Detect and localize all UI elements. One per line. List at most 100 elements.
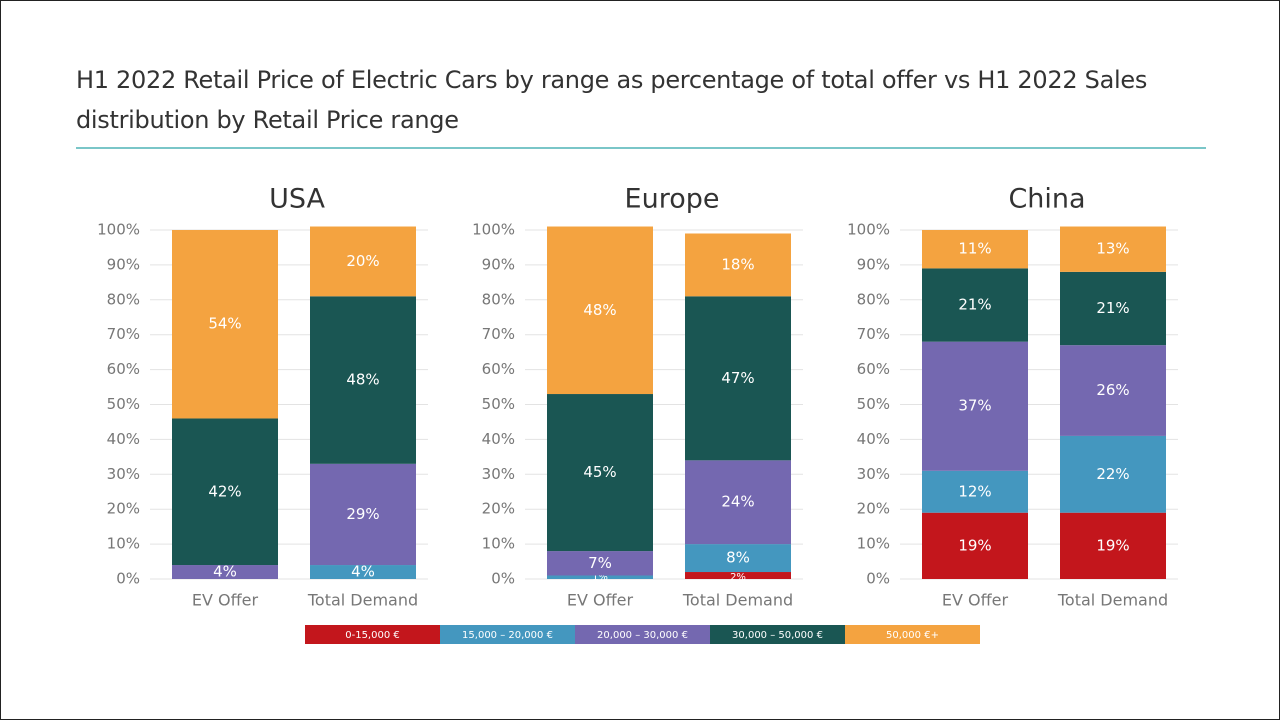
x-tick-label: Total Demand — [307, 591, 418, 610]
y-tick-label: 90% — [107, 255, 140, 273]
y-tick-label: 30% — [482, 465, 515, 483]
y-tick-label: 100% — [472, 221, 515, 239]
bar-segment: 20,000 – 30,000 € — [922, 341, 1028, 471]
legend-label: 20,000 – 30,000 € — [597, 630, 688, 641]
bar-segment: 20,000 – 30,000 € — [1060, 345, 1166, 436]
bar-segment: 50,000 €+ — [1060, 226, 1166, 272]
value-label: 42% — [208, 482, 241, 500]
x-tick-label: EV Offer — [567, 591, 634, 610]
bar-segment: 30,000 – 50,000 € — [310, 296, 416, 464]
chart-title: Europe — [625, 184, 720, 215]
value-label: 37% — [958, 397, 991, 415]
value-label: 2% — [730, 572, 746, 583]
bar-segment: 30,000 – 50,000 € — [172, 418, 278, 566]
legend-label: 50,000 €+ — [886, 630, 939, 641]
value-label: 19% — [958, 536, 991, 554]
y-tick-label: 20% — [482, 500, 515, 518]
value-label: 7% — [588, 554, 612, 572]
y-tick-label: 50% — [482, 395, 515, 413]
y-tick-label: 60% — [482, 360, 515, 378]
legend-swatch — [305, 625, 440, 644]
legend-label: 15,000 – 20,000 € — [462, 630, 553, 641]
bar-segment: 50,000 €+ — [310, 226, 416, 297]
page-title: H1 2022 Retail Price of Electric Cars by… — [76, 66, 1148, 134]
value-label: 8% — [726, 549, 750, 567]
y-tick-label: 0% — [866, 570, 890, 588]
value-label: 21% — [1096, 299, 1129, 317]
legend-label: 0-15,000 € — [345, 630, 400, 641]
legend-swatch — [440, 625, 575, 644]
y-tick-label: 80% — [482, 290, 515, 308]
x-tick-label: Total Demand — [1057, 591, 1168, 610]
chart-title: USA — [269, 184, 325, 215]
y-tick-label: 40% — [857, 430, 890, 448]
value-label: 12% — [958, 482, 991, 500]
y-tick-label: 70% — [107, 325, 140, 343]
y-tick-label: 10% — [857, 535, 890, 553]
y-tick-label: 10% — [107, 535, 140, 553]
y-tick-label: 50% — [857, 395, 890, 413]
y-tick-label: 60% — [857, 360, 890, 378]
bar-segment: 15,000 – 20,000 € — [1060, 435, 1166, 513]
bar-segment: 30,000 – 50,000 € — [685, 296, 791, 461]
value-label: 45% — [583, 463, 616, 481]
bar-segment: 50,000 €+ — [922, 230, 1028, 269]
value-label: 4% — [351, 563, 375, 581]
y-tick-label: 0% — [116, 570, 140, 588]
value-label: 48% — [583, 301, 616, 319]
value-label: 47% — [721, 369, 754, 387]
bar-segment: 15,000 – 20,000 € — [547, 575, 653, 579]
bar-segment: 0-15,000 € — [685, 572, 791, 579]
bar-segment: 15,000 – 20,000 € — [922, 470, 1028, 513]
bar-segment: 50,000 €+ — [685, 233, 791, 297]
value-label: 48% — [346, 371, 379, 389]
bar-segment: 0-15,000 € — [1060, 512, 1166, 579]
value-label: 29% — [346, 505, 379, 523]
bar-segment: 50,000 €+ — [547, 226, 653, 395]
bar-segment: 30,000 – 50,000 € — [547, 394, 653, 552]
value-label: 24% — [721, 493, 754, 511]
bar-segment: 0-15,000 € — [922, 512, 1028, 579]
y-tick-label: 90% — [857, 255, 890, 273]
y-tick-label: 70% — [857, 325, 890, 343]
bar-segment: 15,000 – 20,000 € — [310, 565, 416, 579]
legend-swatch — [710, 625, 845, 644]
value-label: 11% — [958, 240, 991, 258]
value-label: 22% — [1096, 465, 1129, 483]
y-tick-label: 20% — [857, 500, 890, 518]
y-tick-label: 0% — [491, 570, 515, 588]
legend-swatch — [575, 625, 710, 644]
y-tick-label: 80% — [107, 290, 140, 308]
value-label: 26% — [1096, 381, 1129, 399]
legend-label: 30,000 – 50,000 € — [732, 630, 823, 641]
y-tick-label: 40% — [482, 430, 515, 448]
x-tick-label: Total Demand — [682, 591, 793, 610]
value-label: 1% — [592, 572, 608, 583]
y-tick-label: 70% — [482, 325, 515, 343]
y-tick-label: 100% — [847, 221, 890, 239]
bar-segment: 15,000 – 20,000 € — [685, 544, 791, 573]
value-label: 19% — [1096, 536, 1129, 554]
y-tick-label: 60% — [107, 360, 140, 378]
bar-segment: 30,000 – 50,000 € — [1060, 271, 1166, 346]
x-tick-label: EV Offer — [192, 591, 259, 610]
value-label: 20% — [346, 252, 379, 270]
bar-segment: 20,000 – 30,000 € — [310, 463, 416, 566]
legend-swatch — [845, 625, 980, 644]
y-tick-label: 30% — [857, 465, 890, 483]
y-tick-label: 10% — [482, 535, 515, 553]
bar-segment: 20,000 – 30,000 € — [685, 460, 791, 545]
bar-segment: 30,000 – 50,000 € — [922, 268, 1028, 342]
y-tick-label: 100% — [97, 221, 140, 239]
bar-segment: 20,000 – 30,000 € — [547, 551, 653, 576]
y-tick-label: 90% — [482, 255, 515, 273]
value-label: 18% — [721, 255, 754, 273]
y-tick-label: 20% — [107, 500, 140, 518]
x-tick-label: EV Offer — [942, 591, 1009, 610]
bar-segment: 20,000 – 30,000 € — [172, 565, 278, 579]
chart-title: China — [1008, 184, 1085, 215]
value-label: 4% — [213, 563, 237, 581]
value-label: 13% — [1096, 240, 1129, 258]
